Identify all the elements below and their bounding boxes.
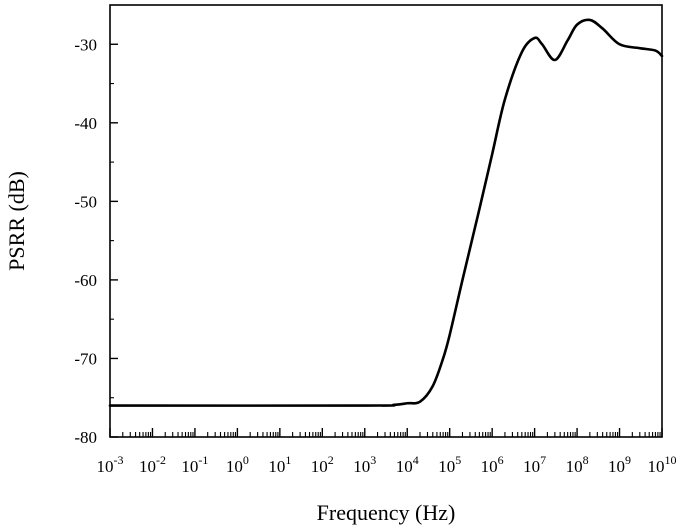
- y-axis-title: PSRR (dB): [4, 171, 29, 271]
- x-tick-label: 104: [396, 453, 419, 476]
- y-tick-labels: -80 -70 -60 -50 -40 -30: [74, 35, 97, 447]
- x-tick-base: 10: [353, 457, 370, 476]
- x-tick-exponent: 9: [625, 453, 631, 467]
- x-tick-exponent: 2: [328, 453, 334, 467]
- x-tick-label: 100: [226, 453, 249, 476]
- x-tick-exponent: 7: [540, 453, 546, 467]
- x-tick-exponent: 1: [285, 453, 291, 467]
- x-tick-base: 10: [268, 457, 285, 476]
- x-tick-base: 10: [523, 457, 540, 476]
- y-tick-label: -40: [74, 114, 97, 133]
- x-tick-label: 102: [311, 453, 334, 476]
- x-tick-base: 10: [438, 457, 455, 476]
- x-tick-label: 101: [268, 453, 291, 476]
- x-tick-base: 10: [648, 457, 665, 476]
- plot-area: [109, 4, 663, 438]
- x-tick-exponent: -3: [114, 453, 124, 467]
- x-tick-label: 1010: [648, 453, 677, 476]
- x-tick-base: 10: [566, 457, 583, 476]
- x-tick-exponent: 5: [455, 453, 461, 467]
- x-tick-label: 108: [566, 453, 589, 476]
- x-tick-base: 10: [181, 457, 198, 476]
- x-tick-base: 10: [481, 457, 498, 476]
- x-tick-base: 10: [226, 457, 243, 476]
- x-tick-exponent: 4: [413, 453, 419, 467]
- x-tick-base: 10: [396, 457, 413, 476]
- x-tick-label: 10-2: [139, 453, 166, 476]
- x-tick-exponent: 6: [498, 453, 504, 467]
- axis-ticks: [109, 43, 663, 438]
- x-tick-label: 103: [353, 453, 376, 476]
- x-axis-title: Frequency (Hz): [317, 500, 456, 525]
- psrr-series-line: [108, 18, 664, 407]
- x-tick-labels: 10-3 10-2 10-1 100 101 102 103 104 105 106 107 108 1…: [97, 453, 677, 476]
- x-tick-exponent: 8: [583, 453, 589, 467]
- y-tick-label: -80: [74, 428, 97, 447]
- x-tick-label: 105: [438, 453, 461, 476]
- y-tick-label: -60: [74, 271, 97, 290]
- x-tick-exponent: 3: [370, 453, 376, 467]
- x-tick-label: 10-1: [181, 453, 208, 476]
- x-tick-exponent: -1: [198, 453, 208, 467]
- x-tick-base: 10: [311, 457, 328, 476]
- x-tick-exponent: 10: [665, 453, 677, 467]
- y-tick-label: -50: [74, 192, 97, 211]
- x-tick-base: 10: [139, 457, 156, 476]
- x-tick-label: 107: [523, 453, 546, 476]
- x-tick-base: 10: [97, 457, 114, 476]
- x-tick-label: 106: [481, 453, 504, 476]
- plot-frame: [109, 4, 663, 438]
- x-tick-label: 109: [608, 453, 631, 476]
- x-tick-label: 10-3: [97, 453, 124, 476]
- x-tick-base: 10: [608, 457, 625, 476]
- x-tick-exponent: 0: [243, 453, 249, 467]
- y-tick-label: -30: [74, 35, 97, 54]
- y-tick-label: -70: [74, 349, 97, 368]
- x-tick-exponent: -2: [156, 453, 166, 467]
